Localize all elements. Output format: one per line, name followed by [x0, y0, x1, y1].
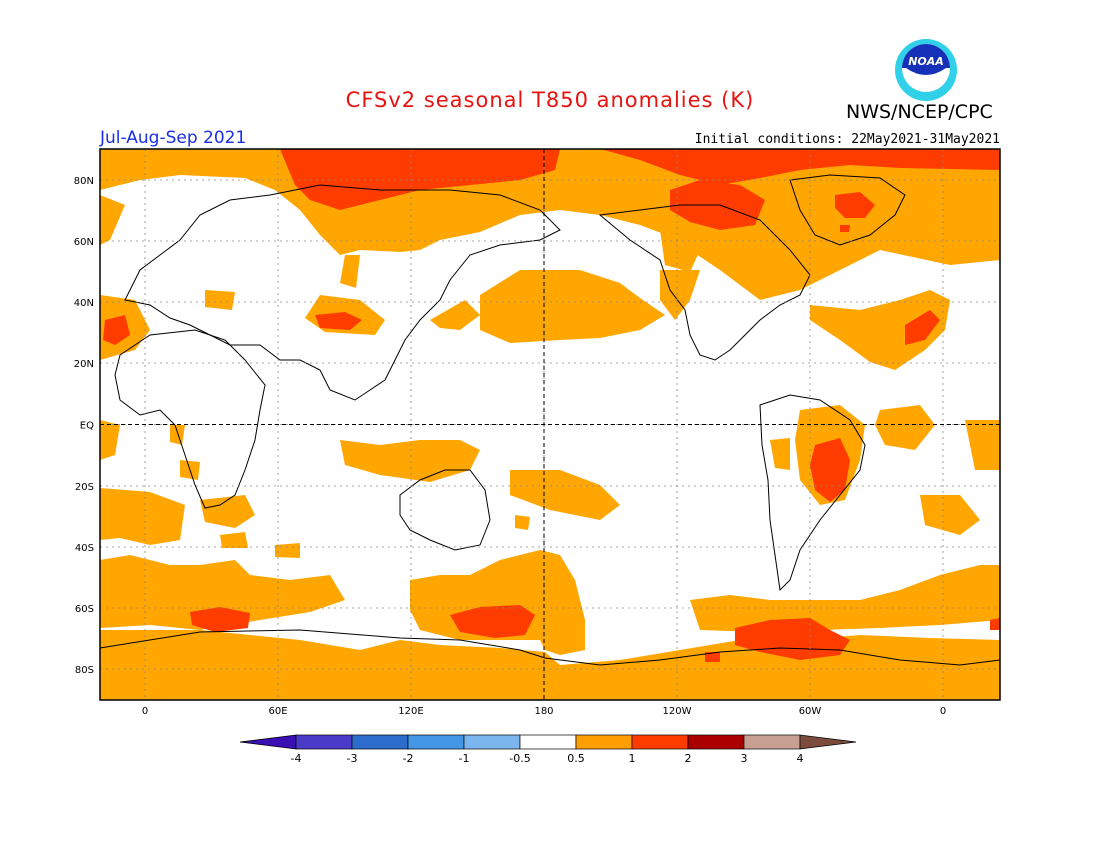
- lon-label: 0: [142, 706, 148, 717]
- longitude-labels: 0 60E 120E 180 120W 60W 0: [142, 706, 946, 717]
- lon-label: 60W: [799, 706, 822, 717]
- lat-label: 40N: [74, 298, 94, 309]
- season-label: Jul-Aug-Sep 2021: [100, 128, 247, 148]
- initial-conditions-label: Initial conditions: 22May2021-31May2021: [694, 132, 1000, 147]
- lat-label: 60S: [75, 604, 94, 615]
- lon-label: 180: [534, 706, 553, 717]
- lat-label: 60N: [74, 237, 94, 248]
- lat-label: EQ: [80, 421, 94, 432]
- lon-label: 0: [940, 706, 946, 717]
- lat-label: 80N: [74, 176, 94, 187]
- lon-label: 60E: [268, 706, 287, 717]
- lon-label: 120W: [663, 706, 692, 717]
- latitude-labels: 80N 60N 40N 20N EQ 20S 40S 60S 80S: [74, 176, 94, 676]
- map-frame: [99, 148, 1001, 701]
- lat-label: 20S: [75, 482, 94, 493]
- lon-label: 120E: [398, 706, 423, 717]
- lat-label: 20N: [74, 359, 94, 370]
- organization-label: NWS/NCEP/CPC: [846, 101, 993, 123]
- lat-label: 40S: [75, 543, 94, 554]
- noaa-logo: NOAA: [895, 39, 957, 101]
- chart-title: CFSv2 seasonal T850 anomalies (K): [345, 88, 755, 112]
- logo-text: NOAA: [908, 55, 944, 68]
- lat-label: 80S: [75, 665, 94, 676]
